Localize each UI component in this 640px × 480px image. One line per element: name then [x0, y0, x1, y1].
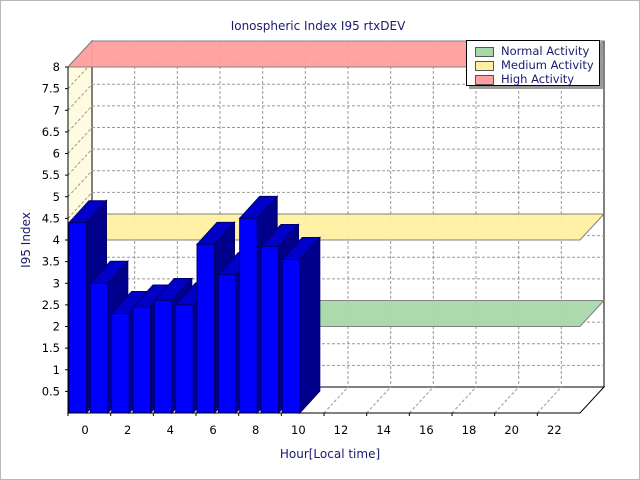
bar [175, 304, 194, 414]
gridline-x-floor [408, 386, 434, 414]
bar [239, 217, 258, 414]
y-tick-label: 5 [53, 190, 60, 204]
legend-swatch-normal [475, 47, 494, 57]
y-tick-label: 6.5 [42, 125, 60, 139]
gridline-y-side [67, 192, 93, 219]
x-tick-label: 12 [334, 423, 349, 437]
y-tick-label: 3 [53, 276, 60, 290]
gridline-x-floor [494, 386, 520, 414]
bar [217, 274, 237, 414]
gridline-y-side [67, 170, 93, 198]
legend-label-high: High Activity [501, 72, 575, 86]
legend-item-medium: Medium Activity [467, 58, 599, 72]
legend-label-normal: Normal Activity [501, 44, 590, 58]
x-tick-label: 16 [419, 423, 434, 437]
y-tick-label: 1 [53, 363, 60, 377]
bar [132, 306, 151, 414]
gridline-x-floor [536, 386, 562, 414]
gridline-y-side [67, 62, 93, 89]
x-tick-label: 4 [167, 423, 174, 437]
legend-item-normal: Normal Activity [467, 44, 599, 58]
legend-swatch-high [475, 75, 494, 85]
gridline-y-side [67, 105, 93, 133]
x-tick-label: 2 [124, 423, 131, 437]
x-tick-label: 22 [547, 423, 562, 437]
gridline-y-side [67, 127, 93, 154]
x-tick-label: 20 [504, 423, 519, 437]
gridline-x-floor [323, 386, 349, 414]
x-tick-label: 18 [462, 423, 477, 437]
x-tick-label: 10 [291, 423, 306, 437]
y-tick-label: 7.5 [42, 82, 60, 96]
y-tick-label: 2 [53, 320, 60, 334]
x-axis-label: Hour[Local time] [280, 447, 380, 461]
y-tick-label: 4 [53, 233, 60, 247]
gridline-x-floor [366, 386, 392, 414]
x-tick-label: 0 [81, 423, 88, 437]
legend-item-high: High Activity [467, 72, 599, 86]
y-tick-label: 7 [53, 103, 60, 117]
legend-label-medium: Medium Activity [501, 58, 594, 72]
bar [196, 243, 215, 414]
x-tick-label: 8 [252, 423, 259, 437]
chart-title: Ionospheric Index I95 rtxDEV [231, 19, 406, 33]
y-tick-label: 5.5 [42, 168, 60, 182]
y-tick-label: 4.5 [42, 211, 60, 225]
gridline-y-side [67, 148, 93, 176]
bar [281, 258, 301, 414]
gridline-x-floor [451, 386, 477, 414]
y-tick-label: 8 [53, 60, 60, 74]
bar-side [299, 236, 321, 415]
x-tick-label: 6 [209, 423, 216, 437]
bar [111, 313, 130, 414]
y-tick-label: 6 [53, 147, 60, 161]
bar [153, 300, 173, 414]
legend-swatch-medium [475, 61, 494, 71]
band-slab-1 [66, 213, 606, 241]
y-tick-label: 0.5 [42, 384, 60, 398]
legend: Normal Activity Medium Activity High Act… [466, 40, 600, 86]
bar [260, 245, 279, 414]
y-tick-label: 2.5 [42, 298, 60, 312]
y-axis-label: I95 Index [19, 212, 33, 268]
gridline-y-side [67, 83, 93, 111]
bar [89, 282, 109, 414]
y-tick-label: 1.5 [42, 341, 60, 355]
bar [68, 222, 87, 414]
x-tick-label: 14 [376, 423, 391, 437]
y-tick-label: 3.5 [42, 255, 60, 269]
